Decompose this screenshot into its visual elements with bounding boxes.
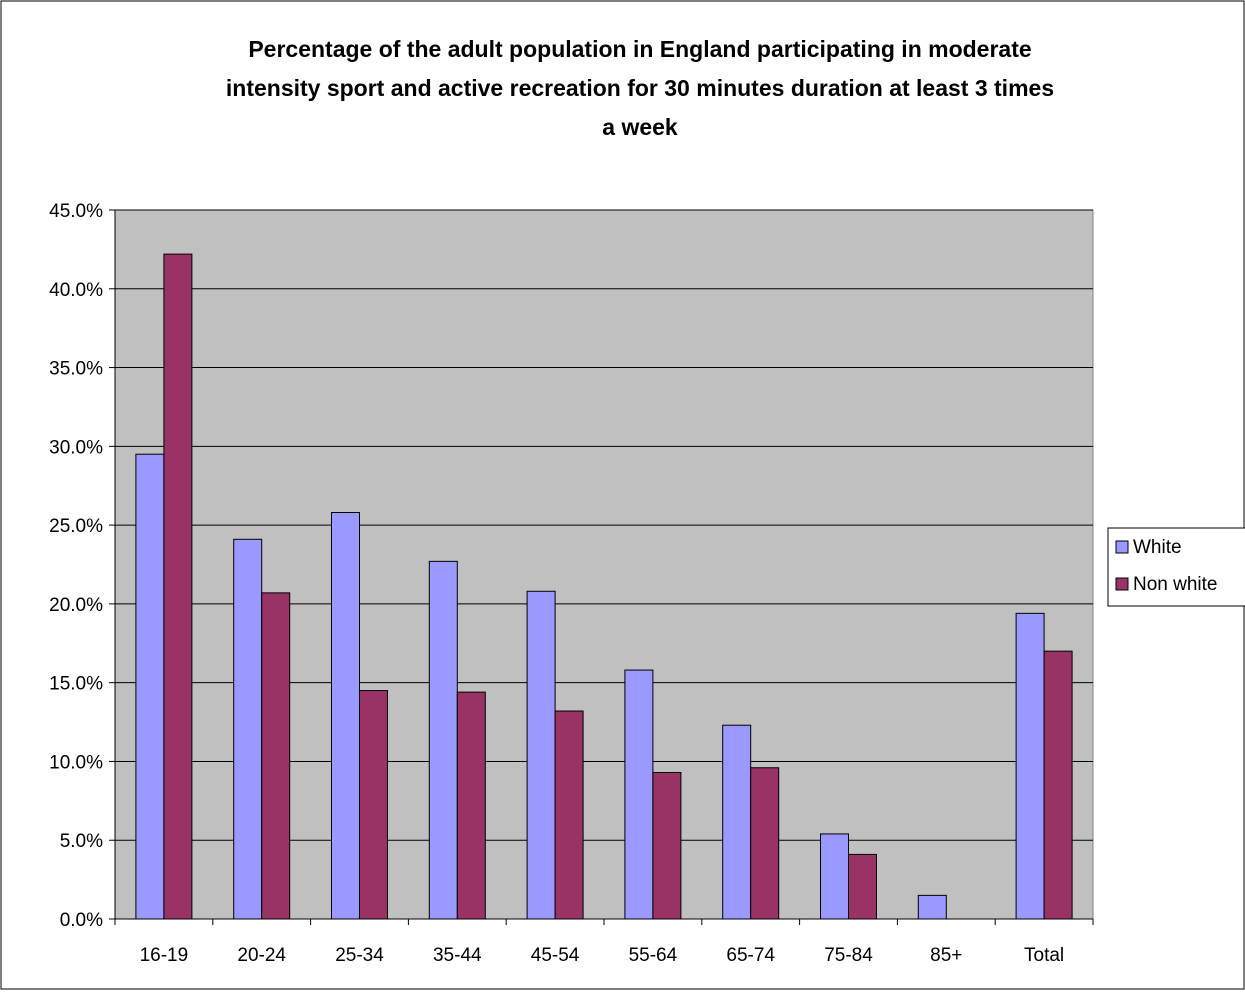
x-tick-label: 85+ [930, 945, 962, 966]
bar-white-85 [917, 894, 947, 920]
legend-label-non-white: Non white [1133, 574, 1218, 595]
x-tick-label: Total [1024, 945, 1064, 966]
bar-non-white-total [1043, 650, 1073, 920]
y-tick-label: 30.0% [49, 437, 103, 458]
x-tick-label: 45-54 [531, 945, 580, 966]
y-tick-label: 25.0% [49, 516, 103, 537]
y-tick-label: 20.0% [49, 595, 103, 616]
legend-box [1107, 527, 1245, 607]
bar-white-2024 [233, 538, 263, 920]
x-tick-label: 20-24 [237, 945, 286, 966]
y-tick-label: 35.0% [49, 359, 103, 380]
y-tick-label: 10.0% [49, 752, 103, 773]
bar-white-2534 [331, 512, 360, 920]
bar-white-total [1015, 612, 1045, 920]
x-tick-label: 75-84 [824, 945, 873, 966]
bar-non-white-6574 [750, 767, 780, 920]
axes: 0.0% 5.0% 10.0% 15.0% 20.0% 25.0% 30.0% 35.0% 40… [49, 201, 1094, 966]
legend-label-white: White [1133, 537, 1182, 558]
bars [135, 253, 1073, 920]
bar-white-3544 [428, 560, 458, 920]
legend: White Non white [1107, 527, 1245, 607]
bar-non-white-7584 [848, 853, 877, 920]
bar-white-5564 [624, 669, 654, 920]
bar-white-6574 [722, 724, 752, 920]
bar-white-4554 [526, 590, 556, 920]
legend-swatch-white [1115, 540, 1129, 554]
chart-title-line-2: intensity sport and active recreation fo… [226, 75, 1054, 101]
bar-non-white-5564 [652, 771, 682, 920]
y-tick-label: 5.0% [60, 831, 103, 852]
x-tick-label: 65-74 [726, 945, 775, 966]
x-tick-label: 55-64 [629, 945, 678, 966]
y-tick-label: 15.0% [49, 674, 103, 695]
x-tick-label: 16-19 [140, 945, 189, 966]
bar-non-white-3544 [456, 691, 486, 920]
bar-non-white-2024 [261, 592, 291, 920]
y-tick-label: 45.0% [49, 201, 103, 222]
legend-swatch-non-white [1115, 577, 1129, 591]
x-tick-label: 35-44 [433, 945, 482, 966]
bar-non-white-4554 [554, 710, 584, 920]
x-tick-label: 25-34 [335, 945, 384, 966]
bar-non-white-1619 [163, 253, 193, 920]
bar-white-7584 [820, 833, 849, 920]
y-tick-label: 0.0% [60, 910, 103, 931]
bar-non-white-2534 [359, 690, 388, 920]
chart-title-line-3: a week [602, 114, 678, 140]
y-tick-label: 40.0% [49, 280, 103, 301]
chart-title-line-1: Percentage of the adult population in En… [248, 36, 1031, 62]
bar-white-1619 [135, 453, 165, 920]
